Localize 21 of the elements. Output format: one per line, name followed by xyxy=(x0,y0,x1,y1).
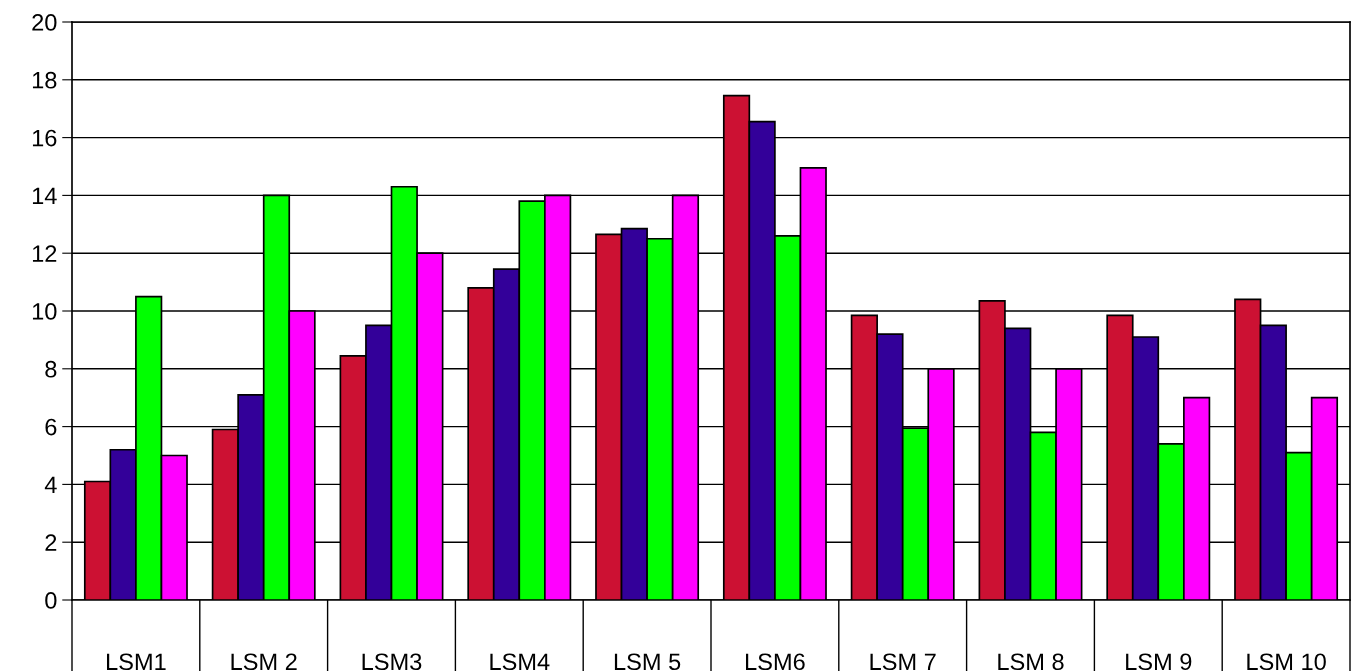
y-tick-label: 12 xyxy=(32,245,57,262)
y-tick-label: 20 xyxy=(32,14,57,31)
y-tick-label: 0 xyxy=(45,592,57,609)
y-tick-label: 16 xyxy=(32,129,57,147)
y-tick-label: 18 xyxy=(32,71,57,89)
x-tick-label: LSM3 xyxy=(362,653,422,671)
y-tick-label: 8 xyxy=(45,360,57,378)
x-tick-label: LSM 2 xyxy=(231,653,297,671)
x-tick-label: LSM 9 xyxy=(1126,653,1192,671)
x-tick-label: LSM6 xyxy=(746,653,805,671)
y-tick-label: 4 xyxy=(44,476,57,493)
x-tick-label: LSM 5 xyxy=(614,653,681,671)
y-tick-label: 14 xyxy=(32,187,57,204)
y-tick-label: 10 xyxy=(32,303,57,320)
x-tick-label: LSM 8 xyxy=(998,653,1064,671)
x-tick-label: LSM 7 xyxy=(870,653,936,671)
x-tick-label: LSM 10 xyxy=(1247,653,1326,671)
x-tick-label: LSM4 xyxy=(490,653,550,671)
x-tick-label: LSM1 xyxy=(107,653,166,671)
y-tick-label: 2 xyxy=(45,534,57,551)
y-tick-label: 6 xyxy=(45,418,57,436)
